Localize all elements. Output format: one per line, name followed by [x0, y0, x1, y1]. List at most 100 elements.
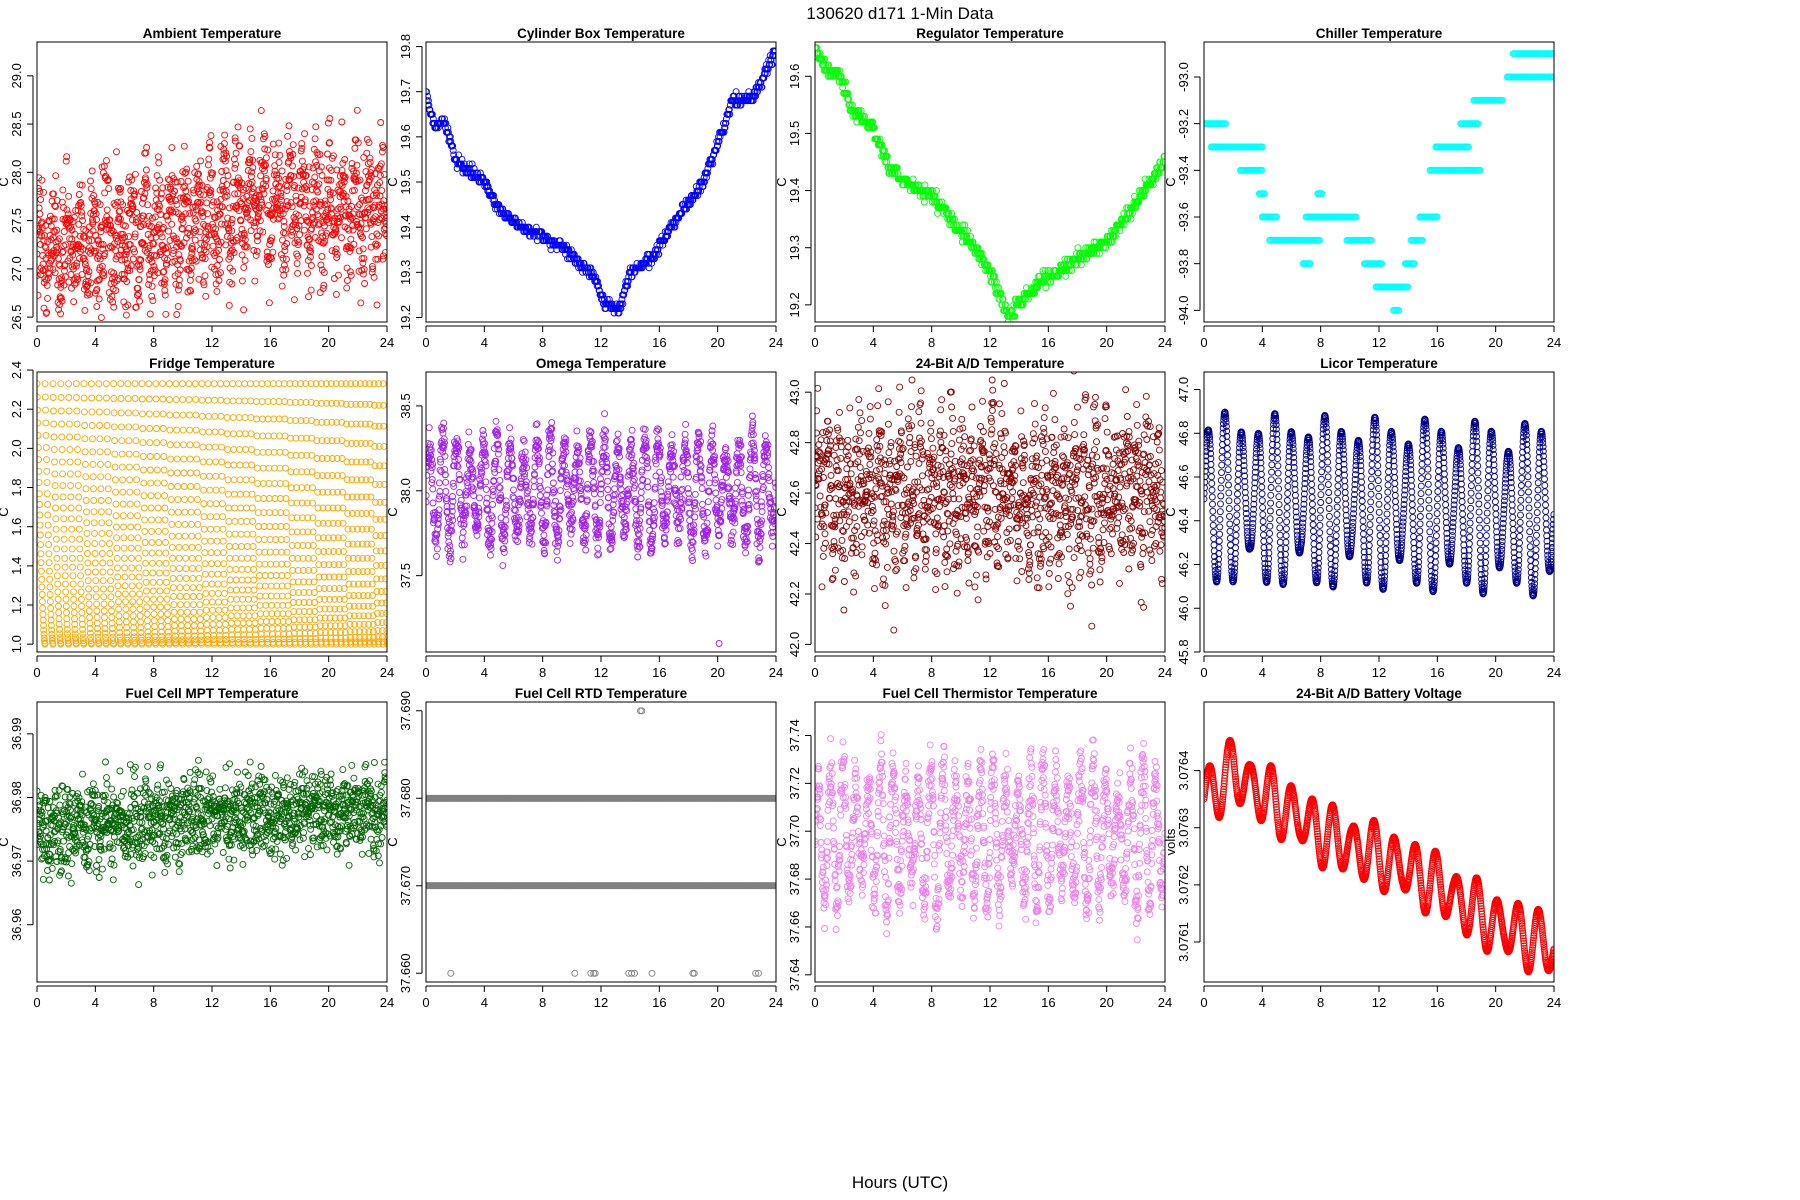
data-point: [128, 201, 136, 209]
data-point: [37, 490, 43, 498]
data-point: [754, 88, 761, 96]
data-point: [282, 480, 290, 488]
data-point: [49, 640, 57, 648]
data-point: [319, 239, 327, 247]
data-point: [304, 528, 312, 536]
data-point: [155, 206, 163, 214]
data-point: [77, 199, 85, 206]
data-point: [149, 569, 157, 577]
data-point: [128, 573, 136, 581]
data-point: [1474, 120, 1482, 128]
data-point: [321, 605, 329, 613]
data-point: [294, 578, 302, 586]
data-point: [184, 198, 191, 206]
data-point: [326, 115, 334, 122]
data-point: [209, 169, 217, 177]
data-point: [161, 516, 169, 524]
data-point: [112, 500, 120, 508]
figure-title: 130620 d171 1-Min Data: [806, 4, 994, 23]
data-point: [58, 446, 66, 454]
data-point: [123, 624, 131, 632]
data-point: [283, 182, 291, 190]
data-point: [369, 265, 377, 273]
data-point: [252, 380, 260, 388]
data-point: [225, 530, 233, 538]
data-point: [334, 488, 342, 496]
data-point: [293, 528, 301, 536]
x-tick-label: 12: [1372, 335, 1386, 350]
data-point: [281, 448, 289, 456]
data-point: [58, 458, 66, 466]
data-point: [266, 523, 274, 530]
data-point: [328, 205, 336, 213]
data-point: [285, 635, 293, 643]
data-point: [348, 458, 356, 466]
data-point: [261, 548, 269, 556]
data-point: [348, 476, 356, 484]
data-point: [152, 395, 160, 403]
data-point: [134, 512, 141, 520]
data-point: [378, 187, 386, 195]
data-point: [317, 629, 324, 637]
data-point: [217, 412, 225, 420]
data-point: [219, 525, 227, 533]
data-point: [236, 461, 244, 469]
data-point: [120, 523, 128, 531]
data-point: [94, 629, 102, 637]
data-point: [242, 476, 250, 484]
data-point: [296, 231, 303, 239]
data-point: [74, 482, 82, 490]
data-point: [344, 554, 352, 562]
data-point: [105, 508, 113, 516]
data-point: [377, 160, 385, 168]
data-point: [241, 205, 249, 213]
data-point: [51, 458, 58, 466]
data-point: [324, 472, 331, 480]
data-point: [75, 220, 83, 228]
data-point: [148, 282, 156, 290]
data-point: [214, 237, 222, 245]
y-axis-label: C: [0, 177, 11, 186]
data-point: [725, 106, 733, 114]
data-point: [964, 227, 972, 235]
data-point: [290, 608, 298, 616]
data-point: [704, 169, 711, 177]
data-point: [161, 504, 169, 512]
data-point: [135, 573, 143, 581]
data-point: [294, 541, 302, 549]
data-point: [89, 473, 97, 481]
data-point: [183, 584, 190, 592]
data-point: [378, 148, 386, 156]
data-point: [70, 298, 78, 306]
data-point: [46, 575, 54, 583]
data-point: [153, 439, 161, 447]
data-point: [80, 640, 88, 648]
data-point: [125, 423, 133, 431]
data-point: [316, 614, 324, 622]
data-point: [468, 160, 476, 168]
data-point: [165, 380, 173, 388]
data-point: [119, 512, 127, 520]
data-point: [317, 163, 325, 171]
data-point: [252, 192, 260, 200]
data-point: [216, 202, 224, 210]
data-point: [116, 215, 124, 223]
data-point: [318, 172, 326, 179]
data-point: [170, 601, 178, 609]
data-point: [79, 634, 87, 642]
data-point: [131, 640, 139, 648]
data-point: [367, 493, 375, 501]
data-point: [278, 196, 285, 204]
data-point: [57, 640, 65, 648]
data-point: [83, 519, 91, 527]
data-point: [161, 492, 169, 500]
data-point: [376, 171, 384, 179]
data-point: [48, 637, 56, 645]
data-point: [192, 206, 200, 214]
data-point: [51, 470, 59, 478]
data-point: [76, 563, 84, 571]
data-point: [142, 166, 150, 174]
data-point: [101, 629, 109, 637]
data-point: [179, 640, 186, 648]
y-tick-label: 19.4: [398, 215, 413, 240]
